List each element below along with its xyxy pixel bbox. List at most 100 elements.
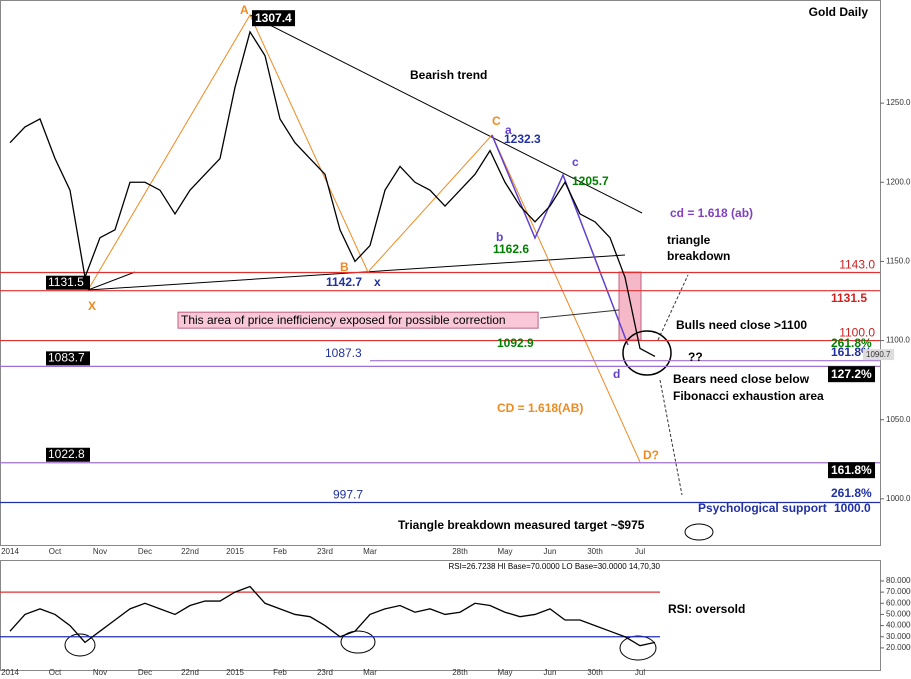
annotation: c bbox=[572, 155, 579, 169]
x-tick-label: May bbox=[497, 668, 512, 677]
level-label: 1143.0 bbox=[839, 258, 875, 272]
x-tick-label: Dec bbox=[138, 668, 152, 677]
label-box bbox=[46, 275, 90, 290]
bearish-trendline bbox=[249, 14, 643, 214]
rsi-circle bbox=[340, 630, 376, 654]
level-label: 1100.0 bbox=[839, 326, 875, 340]
y-tick-label: 1250.0 bbox=[886, 98, 911, 107]
x-tick-label: Mar bbox=[363, 547, 377, 556]
annotation: breakdown bbox=[667, 249, 730, 263]
annotation: Triangle breakdown measured target ~$975 bbox=[398, 518, 645, 532]
annotation: 1142.7 bbox=[326, 275, 362, 289]
y-tick-label: 50.0000 bbox=[886, 610, 911, 619]
annotation: x bbox=[374, 275, 381, 289]
annotation-box bbox=[828, 462, 876, 479]
x-tick-label: 30th bbox=[587, 668, 603, 677]
label-box bbox=[46, 447, 90, 462]
level-label: 1131.5 bbox=[48, 275, 84, 289]
y-tick-label: 80.0000 bbox=[886, 576, 911, 585]
x-tick-label: 23rd bbox=[317, 668, 333, 677]
x-tick-label: Oct bbox=[49, 668, 62, 677]
annotation: RSI: oversold bbox=[668, 602, 745, 616]
annotation: 1205.7 bbox=[572, 174, 609, 188]
annotation: d bbox=[613, 367, 620, 381]
rsi-title: RSI=26.7238 HI Base=70.0000 LO Base=30.0… bbox=[449, 562, 661, 571]
y-tick-label: 1050.0 bbox=[886, 415, 911, 424]
y-tick-label: 30.0000 bbox=[886, 632, 911, 641]
annotation: 161.8% bbox=[831, 345, 872, 359]
x-tick-label: Jul bbox=[635, 547, 645, 556]
x-tick-label: 2014 bbox=[1, 547, 19, 556]
x-tick-label: 2015 bbox=[226, 668, 244, 677]
annotation-box bbox=[828, 366, 876, 383]
rsi-circle bbox=[619, 635, 657, 661]
chart-title: Gold Daily bbox=[809, 5, 869, 19]
y-tick-label: 60.0000 bbox=[886, 598, 911, 607]
annotation: Bearish trend bbox=[410, 68, 487, 82]
annotation: X bbox=[88, 299, 96, 313]
x-tick-label: 2015 bbox=[226, 547, 244, 556]
x-tick-label: 2014 bbox=[1, 668, 19, 677]
x-tick-label: Dec bbox=[138, 547, 152, 556]
y-tick-label: 1200.0 bbox=[886, 177, 911, 186]
annotation: 1232.3 bbox=[504, 132, 541, 146]
x-tick-label: Jun bbox=[544, 547, 557, 556]
annotation: a bbox=[505, 123, 512, 137]
y-tick-label: 1100.0 bbox=[886, 336, 910, 345]
annotation: 1092.9 bbox=[497, 336, 534, 350]
annotation-box bbox=[177, 311, 539, 329]
x-tick-label: Feb bbox=[273, 668, 287, 677]
annotation: Bulls need close >1100 bbox=[676, 318, 807, 332]
annotation: 1307.4 bbox=[255, 11, 292, 25]
level-label: 1087.3 bbox=[325, 346, 362, 360]
x-tick-label: Feb bbox=[273, 547, 287, 556]
annotation-box bbox=[863, 349, 895, 361]
annotation: 261.8% bbox=[831, 486, 872, 500]
level-label: 1022.8 bbox=[48, 447, 85, 461]
annotation: A bbox=[240, 3, 249, 17]
annotation: CD = 1.618(AB) bbox=[497, 401, 583, 415]
level-label: 997.7 bbox=[333, 488, 363, 502]
x-tick-label: Oct bbox=[49, 547, 62, 556]
x-line bbox=[87, 271, 136, 291]
annotation: Bears need close below bbox=[673, 372, 810, 386]
price-line bbox=[9, 585, 656, 647]
x-tick-label: Jul bbox=[635, 668, 645, 677]
projection-up bbox=[657, 274, 689, 341]
y-tick-label: 1150.0 bbox=[886, 257, 910, 266]
level-label: 1083.7 bbox=[48, 351, 85, 365]
label-box bbox=[46, 351, 90, 366]
annotation: D? bbox=[643, 448, 659, 462]
annotation-box bbox=[252, 10, 296, 27]
y-tick-label: 70.0000 bbox=[886, 587, 911, 596]
x-tick-label: 28th bbox=[452, 668, 468, 677]
y-tick-label: 1000.0 bbox=[886, 494, 911, 503]
x-tick-label: 22nd bbox=[181, 547, 199, 556]
x-tick-label: 28th bbox=[452, 547, 468, 556]
x-tick-label: 23rd bbox=[317, 547, 333, 556]
annotation: ?? bbox=[688, 350, 703, 364]
annotation: 1000.0 bbox=[834, 501, 871, 515]
annotation: B bbox=[340, 260, 349, 274]
annotation: 1090.7 bbox=[866, 350, 891, 359]
target-circle bbox=[684, 523, 714, 541]
annotation: 127.2% bbox=[831, 367, 872, 381]
pointer bbox=[539, 309, 620, 319]
annotation: This area of price inefficiency exposed … bbox=[181, 313, 506, 327]
annotation: 1131.5 bbox=[831, 291, 867, 305]
highlight-circle bbox=[622, 330, 672, 376]
annotation: 261.8% bbox=[831, 336, 872, 350]
annotation: cd = 1.618 (ab) bbox=[670, 206, 753, 220]
annotation: 161.8% bbox=[831, 463, 872, 477]
annotation: C bbox=[492, 114, 501, 128]
x-tick-label: Mar bbox=[363, 668, 377, 677]
rsi-circle bbox=[64, 633, 96, 657]
x-tick-label: May bbox=[497, 547, 512, 556]
annotation: b bbox=[496, 230, 503, 244]
x-tick-label: Nov bbox=[93, 668, 107, 677]
annotation: 1162.6 bbox=[493, 242, 529, 256]
rsi-frame bbox=[0, 560, 881, 671]
x-tick-label: 22nd bbox=[181, 668, 199, 677]
